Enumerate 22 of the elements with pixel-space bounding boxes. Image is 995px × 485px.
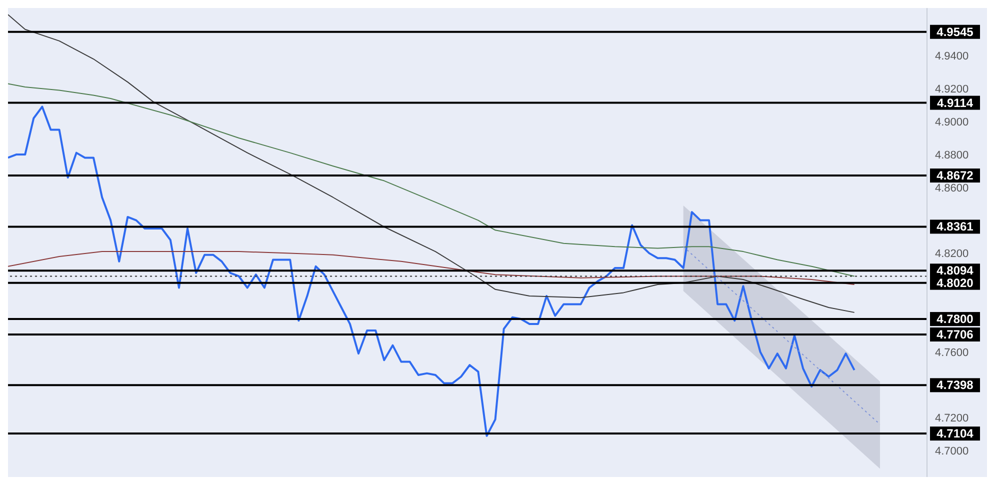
ref-line-label: 4.8020 — [936, 276, 974, 290]
ref-line-label: 4.8672 — [936, 168, 974, 183]
y-tick-label: 4.8600 — [935, 182, 969, 194]
line-series — [8, 106, 856, 437]
y-tick-label: 4.9000 — [935, 116, 969, 128]
ref-line-label: 4.8361 — [936, 220, 974, 234]
ref-line-label: 4.7800 — [936, 312, 974, 326]
ref-line-label: 4.9545 — [936, 24, 974, 39]
y-tick-label: 4.8200 — [935, 248, 969, 260]
y-tick-label: 4.7600 — [935, 346, 969, 359]
line-series — [8, 83, 855, 277]
y-tick-label: 4.7200 — [935, 412, 969, 425]
ref-line-label: 4.8094 — [936, 264, 974, 278]
y-tick-label: 4.9200 — [935, 84, 969, 96]
ref-line-label: 4.7398 — [936, 378, 974, 392]
ref-line-label: 4.9114 — [936, 96, 974, 110]
ref-line-label: 4.7104 — [936, 426, 974, 441]
y-tick-label: 4.9400 — [935, 50, 969, 63]
ref-line-label: 4.7706 — [936, 327, 974, 342]
y-tick-label: 4.7000 — [935, 446, 969, 458]
y-tick-label: 4.8800 — [935, 149, 969, 162]
line-series — [8, 251, 855, 285]
